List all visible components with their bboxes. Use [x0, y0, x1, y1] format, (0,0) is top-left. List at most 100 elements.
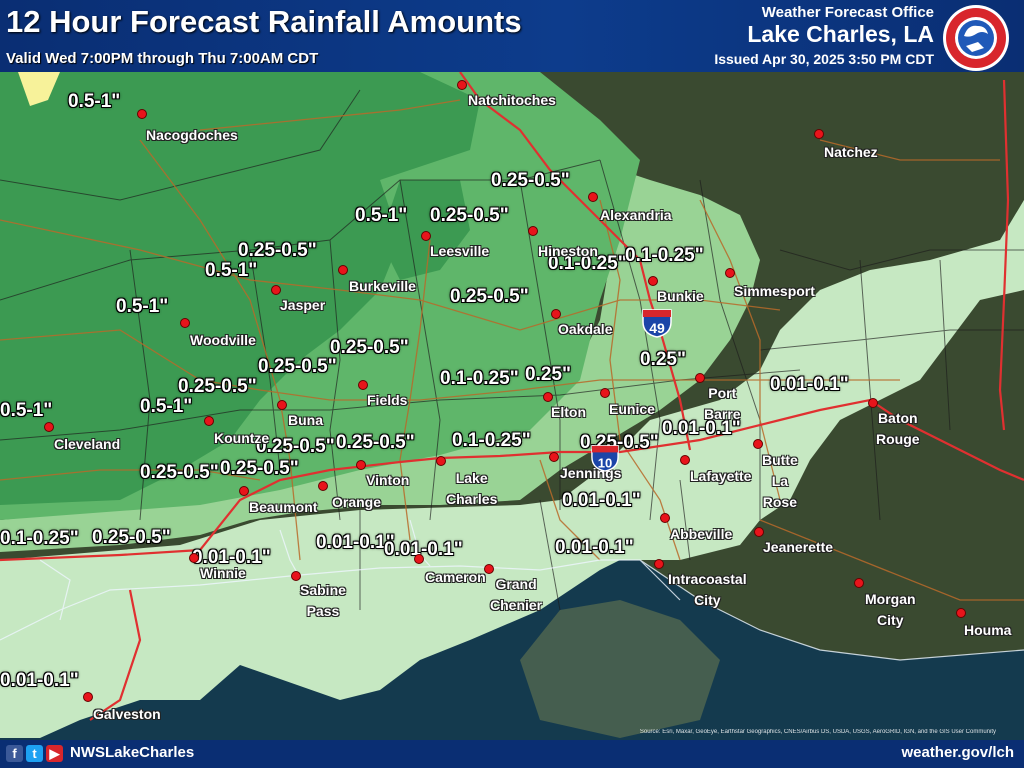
city-marker [204, 416, 214, 426]
i49-shield: 49 [642, 309, 672, 338]
city-marker [654, 559, 664, 569]
rain-amount-label: 0.1-0.25" [452, 430, 531, 451]
city-label: Fields [367, 392, 408, 408]
website-link[interactable]: weather.gov/lch [901, 744, 1014, 761]
facebook-icon[interactable]: f [6, 745, 23, 762]
city-label: Butte La Rose [762, 452, 798, 510]
footer-banner: f t ▶ NWSLakeCharles weather.gov/lch [0, 740, 1024, 768]
rain-zone-0-1-0-25 [0, 160, 760, 552]
city-label: Lake Charles [446, 470, 498, 507]
rain-amount-label: 0.25-0.5" [220, 458, 299, 479]
rain-amount-label: 0.01-0.1" [562, 490, 641, 511]
city-marker [551, 309, 561, 319]
city-label: Cameron [425, 569, 486, 585]
rain-amount-label: 0.01-0.1" [0, 670, 79, 691]
city-marker [549, 452, 559, 462]
city-marker [814, 129, 824, 139]
city-marker [754, 527, 764, 537]
city-marker [725, 268, 735, 278]
rain-amount-label: 0.5-1" [140, 396, 193, 417]
city-label: Abbeville [670, 526, 733, 542]
city-label: Elton [551, 404, 586, 420]
city-marker [457, 80, 467, 90]
city-label: Sabine Pass [300, 582, 346, 619]
city-marker [83, 692, 93, 702]
city-label: Baton Rouge [876, 410, 920, 447]
city-marker [318, 481, 328, 491]
rain-amount-label: 0.1-0.25" [548, 253, 627, 274]
rain-zone-0-01-0-1 [0, 200, 1024, 738]
i49-number: 49 [649, 320, 665, 336]
city-marker [414, 554, 424, 564]
city-marker [648, 276, 658, 286]
rain-amount-label: 0.5-1" [116, 296, 169, 317]
rain-amount-label: 0.01-0.1" [770, 374, 849, 395]
twitter-icon[interactable]: t [26, 745, 43, 762]
city-marker [271, 285, 281, 295]
city-label: Natchitoches [468, 92, 556, 108]
city-label: Bunkie [657, 288, 704, 304]
city-label: Galveston [93, 706, 161, 722]
rain-amount-label: 0.01-0.1" [555, 537, 634, 558]
city-marker [137, 109, 147, 119]
city-marker [421, 231, 431, 241]
rain-amount-label: 0.01-0.1" [662, 418, 741, 439]
city-marker [338, 265, 348, 275]
city-marker [868, 398, 878, 408]
rain-amount-label: 0.25-0.5" [258, 356, 337, 377]
rain-amount-label: 0.25-0.5" [336, 432, 415, 453]
city-marker [180, 318, 190, 328]
rain-amount-label: 0.5-1" [0, 400, 53, 421]
city-marker [528, 226, 538, 236]
rain-amount-label: 0.25" [525, 364, 571, 385]
rain-amount-label: 0.1-0.25" [0, 528, 79, 549]
city-marker [484, 564, 494, 574]
rain-zone-0-5-1 [0, 72, 480, 505]
rain-amount-label: 0.01-0.1" [192, 547, 271, 568]
city-label: Lafayette [690, 468, 752, 484]
rain-amount-label: 0.01-0.1" [384, 539, 463, 560]
city-marker [189, 553, 199, 563]
city-label: Burkeville [349, 278, 416, 294]
city-marker [956, 608, 966, 618]
rain-amount-label: 0.01-0.1" [316, 532, 395, 553]
city-label: Eunice [609, 401, 655, 417]
city-label: Jeanerette [763, 539, 834, 555]
valid-period: Valid Wed 7:00PM through Thu 7:00AM CDT [6, 50, 319, 67]
city-label: Orange [332, 494, 382, 510]
city-marker [660, 513, 670, 523]
rain-amount-label: 0.5-1" [205, 260, 258, 281]
city-marker [543, 392, 553, 402]
city-label: Nacogdoches [146, 127, 238, 143]
city-marker [44, 422, 54, 432]
rain-zone-1-2 [18, 72, 60, 106]
city-marker [854, 578, 864, 588]
i10-shield: 10 [591, 445, 619, 472]
youtube-icon[interactable]: ▶ [46, 745, 63, 762]
rain-amount-label: 0.25-0.5" [140, 462, 219, 483]
interstate-highways [0, 71, 1024, 721]
city-label: Buna [288, 412, 323, 428]
city-label: Beaumont [249, 499, 318, 515]
office-label: Weather Forecast Office [761, 4, 934, 21]
city-label: Oakdale [558, 321, 613, 337]
rain-amount-label: 0.25-0.5" [330, 337, 409, 358]
office-name: Lake Charles, LA [747, 21, 934, 47]
city-marker [277, 400, 287, 410]
city-label: Simmesport [734, 283, 815, 299]
rain-amount-label: 0.25-0.5" [450, 286, 529, 307]
city-marker [588, 192, 598, 202]
rain-amount-label: 0.25-0.5" [92, 527, 171, 548]
city-marker [600, 388, 610, 398]
city-marker [356, 460, 366, 470]
city-label: Alexandria [600, 207, 672, 223]
social-handle[interactable]: NWSLakeCharles [70, 744, 195, 761]
parish-boundaries [0, 89, 1024, 611]
i10-number: 10 [598, 455, 613, 470]
header-banner: 12 Hour Forecast Rainfall Amounts Valid … [0, 0, 1024, 72]
city-marker [291, 571, 301, 581]
nws-logo [943, 5, 1009, 71]
city-marker [358, 380, 368, 390]
